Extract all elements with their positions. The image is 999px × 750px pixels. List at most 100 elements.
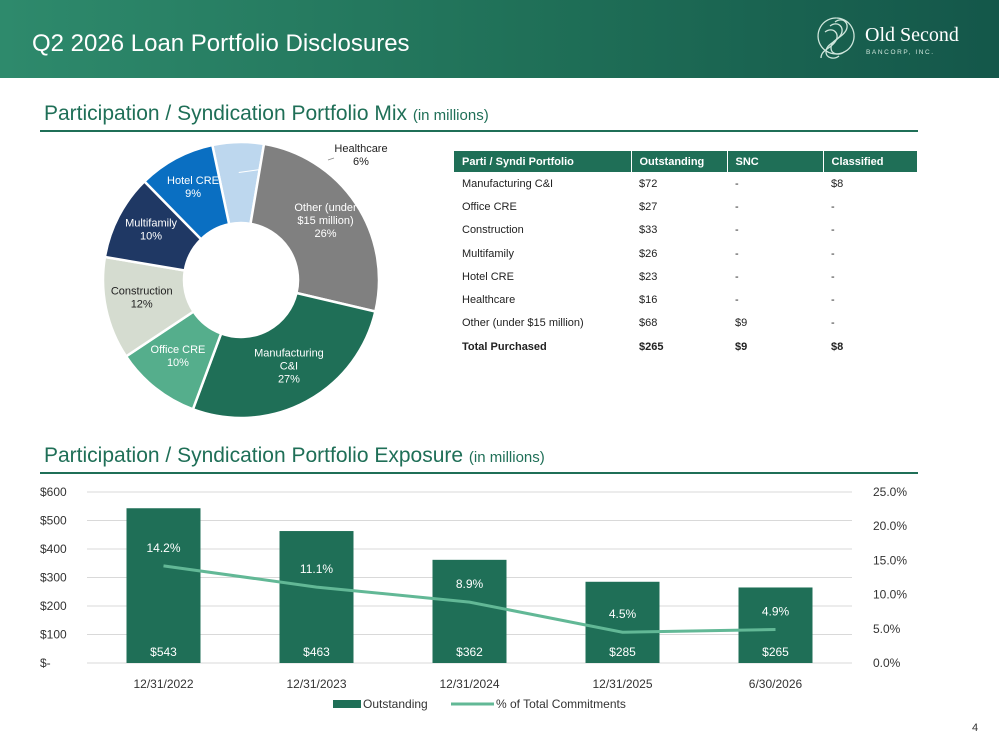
page-title: Q2 2026 Loan Portfolio Disclosures (32, 30, 410, 57)
donut-label: Other (under (294, 202, 357, 214)
donut-label: 10% (167, 357, 189, 369)
y-right-tick-label: 5.0% (873, 622, 901, 636)
table-row: Healthcare $16 - - (454, 288, 917, 311)
table-row: Multifamily $26 - - (454, 242, 917, 265)
donut-label: Hotel CRE (167, 175, 219, 187)
table-total-row: Total Purchased $265 $9 $8 (454, 335, 917, 358)
exposure-section-rule (40, 472, 918, 474)
table-cell: Other (under $15 million) (462, 317, 584, 330)
x-tick-label: 12/31/2025 (592, 677, 652, 691)
table-cell: - (735, 294, 739, 307)
y-right-tick-label: 0.0% (873, 656, 901, 670)
table-cell: - (831, 294, 835, 307)
table-cell: $33 (639, 224, 658, 237)
donut-label: 10% (140, 230, 162, 242)
donut-label: 12% (131, 299, 153, 311)
legend-percent-label: % of Total Commitments (496, 697, 626, 711)
x-tick-label: 12/31/2024 (439, 677, 499, 691)
donut-label: Manufacturing (254, 347, 324, 359)
y-left-tick-label: $500 (40, 514, 67, 528)
bar-value-label: $543 (150, 645, 177, 659)
exposure-title-text: Participation / Syndication Portfolio Ex… (44, 444, 464, 467)
table-cell: - (831, 247, 835, 260)
y-right-tick-label: 20.0% (873, 519, 907, 533)
table-cell: $68 (639, 317, 658, 330)
table-header-portfolio: Parti / Syndi Portfolio (454, 151, 632, 172)
bank-logo-icon (817, 17, 855, 59)
table-cell: - (735, 200, 739, 213)
legend-outstanding-label: Outstanding (363, 697, 428, 711)
x-tick-label: 6/30/2026 (749, 677, 803, 691)
table-header-classified: Classified (823, 151, 917, 172)
table-header-snc: SNC (727, 151, 824, 172)
table-cell: $8 (831, 177, 844, 190)
donut-slice-other-under-15-million (249, 142, 381, 314)
bar-outstanding (279, 531, 354, 663)
x-tick-label: 12/31/2022 (133, 677, 193, 691)
header-band (0, 0, 999, 78)
line-percent-total-commitments (163, 564, 776, 634)
y-right-tick-label: 10.0% (873, 588, 907, 602)
table-header-row: Parti / Syndi Portfolio Outstanding SNC … (454, 151, 917, 172)
table-cell: Construction (462, 224, 524, 237)
bar-outstanding (126, 508, 201, 663)
legend-outstanding-swatch (333, 700, 361, 708)
table-cell: $9 (735, 317, 748, 330)
line-value-label: 11.1% (300, 562, 333, 576)
table-row: Office CRE $27 - - (454, 195, 917, 218)
donut-label: Multifamily (125, 217, 177, 229)
table-cell: $27 (639, 200, 658, 213)
table-cell: $8 (831, 340, 844, 353)
table-row: Construction $33 - - (454, 219, 917, 242)
donut-slice-manufacturing-c-i (191, 291, 377, 420)
exposure-section-title: Participation / Syndication Portfolio Ex… (44, 444, 545, 468)
table-cell: Hotel CRE (462, 270, 514, 283)
exposure-unit-text: (in millions) (468, 449, 545, 466)
line-value-label: 8.9% (456, 577, 484, 591)
table-cell: $9 (735, 340, 748, 353)
table-cell: Healthcare (462, 294, 516, 307)
y-right-tick-label: 25.0% (873, 485, 907, 499)
portfolio-table: Parti / Syndi Portfolio Outstanding SNC … (454, 151, 917, 358)
table-cell: - (735, 247, 739, 260)
y-left-tick-label: $100 (40, 628, 67, 642)
table-row: Manufacturing C&I $72 - $8 (454, 172, 917, 195)
y-left-tick-label: $400 (40, 542, 67, 556)
table-cell: $72 (639, 177, 658, 190)
mix-section-rule (40, 130, 918, 132)
table-cell: $23 (639, 270, 658, 283)
y-left-tick-label: $600 (40, 485, 67, 499)
page-number: 4 (972, 722, 979, 734)
table-cell: Manufacturing C&I (462, 177, 554, 190)
table-cell: - (735, 224, 739, 237)
table-cell: - (735, 177, 739, 190)
bar-outstanding (432, 559, 507, 663)
table-cell: - (831, 317, 835, 330)
table-cell: - (831, 200, 835, 213)
table-header-outstanding: Outstanding (631, 151, 728, 172)
mix-title-text: Participation / Syndication Portfolio Mi… (44, 102, 407, 125)
portfolio-exposure-chart: $- $100 $200 $300 $400 $500 $600 0.0% 5.0% 10.0% 1… (40, 485, 907, 711)
table-cell: - (831, 270, 835, 283)
donut-label: Healthcare (334, 143, 387, 155)
table-cell: Total Purchased (462, 340, 547, 353)
table-cell: Multifamily (462, 247, 514, 260)
table-cell: - (735, 270, 739, 283)
table-cell: Office CRE (462, 200, 517, 213)
donut-label: 9% (185, 188, 201, 200)
line-value-label: 14.2% (146, 541, 180, 555)
donut-label: Construction (111, 286, 173, 298)
bar-value-label: $362 (456, 645, 483, 659)
donut-label: Office CRE (151, 344, 206, 356)
bar-value-label: $265 (762, 645, 789, 659)
donut-label: 27% (278, 373, 300, 385)
mix-section-title: Participation / Syndication Portfolio Mi… (44, 102, 489, 126)
donut-leader-line (327, 157, 335, 161)
donut-label: 26% (315, 228, 337, 240)
logo-subtitle: BANCORP, INC. (866, 49, 935, 56)
table-cell: - (831, 224, 835, 237)
y-left-tick-label: $200 (40, 599, 67, 613)
table-row: Hotel CRE $23 - - (454, 265, 917, 288)
donut-slice-hotel-cre (142, 143, 231, 242)
